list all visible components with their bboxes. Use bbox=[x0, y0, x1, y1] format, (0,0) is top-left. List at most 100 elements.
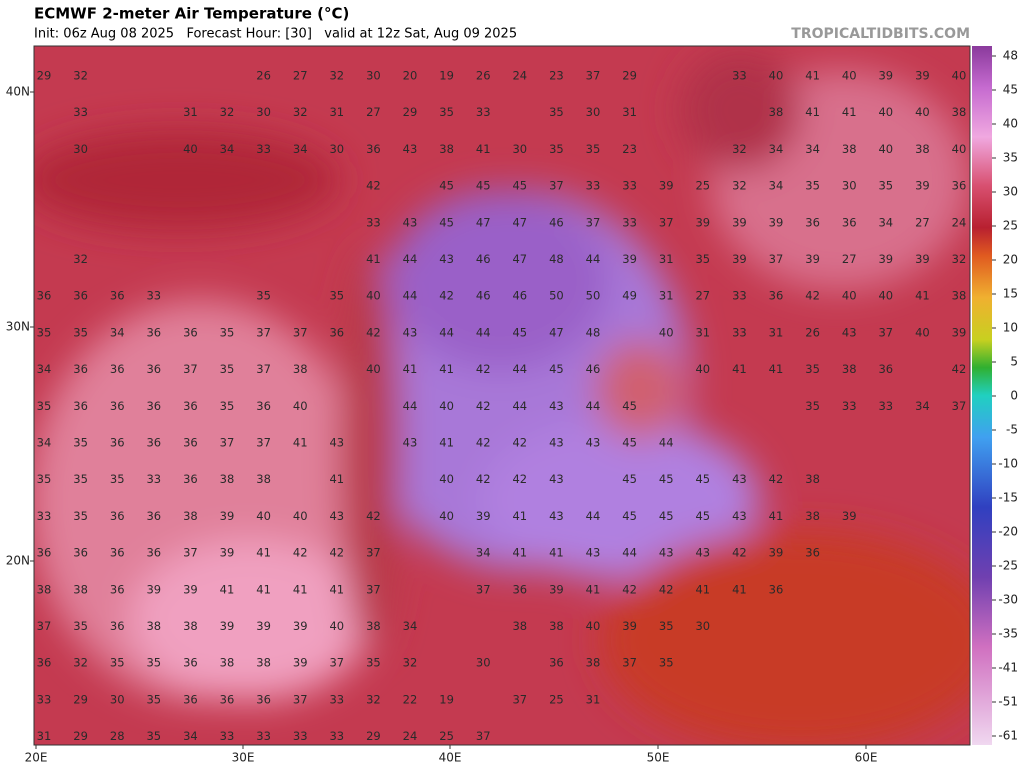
temperature-value: 46 bbox=[586, 362, 601, 376]
temperature-value: 45 bbox=[622, 509, 637, 523]
temperature-value: 38 bbox=[586, 656, 601, 670]
temperature-value: 34 bbox=[769, 179, 784, 193]
temperature-value: 43 bbox=[439, 252, 454, 266]
temperature-value: 40 bbox=[586, 619, 601, 633]
temperature-value: 35 bbox=[146, 656, 161, 670]
lat-label: 20N bbox=[6, 554, 30, 568]
temperature-value: 42 bbox=[366, 179, 381, 193]
temperature-value: 39 bbox=[952, 325, 967, 339]
temperature-value: 36 bbox=[146, 399, 161, 413]
temperature-value: 36 bbox=[37, 546, 52, 560]
temperature-value: 44 bbox=[586, 399, 601, 413]
temperature-value: 30 bbox=[256, 105, 271, 119]
temperature-value: 41 bbox=[512, 546, 527, 560]
temperature-value: 30 bbox=[695, 619, 710, 633]
temperature-value: 35 bbox=[37, 472, 52, 486]
temperature-value: 26 bbox=[256, 69, 271, 83]
temperature-value: 39 bbox=[549, 582, 564, 596]
temperature-value: 39 bbox=[183, 582, 198, 596]
temperature-value: 43 bbox=[586, 546, 601, 560]
temperature-value: 35 bbox=[73, 509, 88, 523]
temperature-value: 43 bbox=[329, 436, 344, 450]
temperature-value: 45 bbox=[622, 399, 637, 413]
temperature-value: 35 bbox=[805, 399, 820, 413]
colorbar-label: 48 bbox=[1003, 49, 1018, 63]
temperature-value: 42 bbox=[476, 472, 491, 486]
temperature-value: 36 bbox=[805, 546, 820, 560]
temperature-value: 40 bbox=[952, 69, 967, 83]
temperature-value: 44 bbox=[622, 546, 637, 560]
temperature-value: 35 bbox=[73, 325, 88, 339]
temperature-value: 44 bbox=[659, 436, 674, 450]
temperature-value: 30 bbox=[586, 105, 601, 119]
temperature-value: 46 bbox=[512, 289, 527, 303]
temperature-value: 36 bbox=[329, 325, 344, 339]
temperature-value: 36 bbox=[878, 362, 893, 376]
colorbar-label: 0 bbox=[1010, 389, 1018, 403]
temperature-value: 35 bbox=[220, 325, 235, 339]
temperature-value: 33 bbox=[256, 729, 271, 743]
temperature-value: 44 bbox=[403, 289, 418, 303]
temperature-value: 33 bbox=[256, 142, 271, 156]
temperature-value: 32 bbox=[220, 105, 235, 119]
temperature-value: 46 bbox=[549, 215, 564, 229]
temperature-value: 35 bbox=[110, 656, 125, 670]
temperature-value: 36 bbox=[110, 582, 125, 596]
temperature-value: 37 bbox=[256, 436, 271, 450]
temperature-value: 39 bbox=[220, 509, 235, 523]
temperature-value: 38 bbox=[842, 362, 857, 376]
temperature-value: 35 bbox=[549, 142, 564, 156]
temperature-value: 39 bbox=[293, 656, 308, 670]
temperature-value: 42 bbox=[512, 472, 527, 486]
temperature-value: 38 bbox=[366, 619, 381, 633]
temperature-value: 31 bbox=[659, 289, 674, 303]
temperature-value: 47 bbox=[512, 215, 527, 229]
temperature-value: 33 bbox=[622, 215, 637, 229]
credit: TROPICALTIDBITS.COM bbox=[791, 26, 970, 42]
temperature-value: 43 bbox=[732, 509, 747, 523]
temperature-value: 45 bbox=[512, 179, 527, 193]
temperature-value: 42 bbox=[805, 289, 820, 303]
temperature-value: 34 bbox=[37, 362, 52, 376]
map-field bbox=[34, 46, 970, 745]
colorbar-label: 20 bbox=[1003, 253, 1018, 267]
temperature-value: 34 bbox=[403, 619, 418, 633]
temperature-value: 36 bbox=[37, 289, 52, 303]
temperature-value: 42 bbox=[476, 399, 491, 413]
temperature-value: 39 bbox=[732, 215, 747, 229]
temperature-value: 36 bbox=[183, 325, 198, 339]
temperature-value: 40 bbox=[878, 142, 893, 156]
temperature-value: 37 bbox=[183, 362, 198, 376]
temperature-value: 40 bbox=[659, 325, 674, 339]
temperature-value: 43 bbox=[586, 436, 601, 450]
temperature-value: 38 bbox=[805, 509, 820, 523]
temperature-value: 36 bbox=[769, 289, 784, 303]
temperature-value: 41 bbox=[293, 436, 308, 450]
temperature-value: 24 bbox=[952, 215, 967, 229]
temperature-value: 32 bbox=[732, 142, 747, 156]
temperature-value: 43 bbox=[842, 325, 857, 339]
temperature-value: 43 bbox=[403, 325, 418, 339]
temperature-value: 39 bbox=[220, 546, 235, 560]
temperature-value: 38 bbox=[915, 142, 930, 156]
temperature-value: 43 bbox=[403, 142, 418, 156]
temperature-value: 39 bbox=[476, 509, 491, 523]
temperature-value: 38 bbox=[220, 656, 235, 670]
temperature-value: 19 bbox=[439, 692, 454, 706]
temperature-value: 36 bbox=[110, 619, 125, 633]
temperature-value: 37 bbox=[476, 582, 491, 596]
temperature-value: 31 bbox=[622, 105, 637, 119]
temperature-value: 41 bbox=[769, 509, 784, 523]
colorbar-label: -5 bbox=[1006, 423, 1018, 437]
temperature-value: 44 bbox=[586, 252, 601, 266]
temperature-value: 37 bbox=[769, 252, 784, 266]
temperature-value: 32 bbox=[329, 69, 344, 83]
temperature-value: 36 bbox=[110, 436, 125, 450]
temperature-value: 36 bbox=[73, 399, 88, 413]
temperature-value: 29 bbox=[37, 69, 52, 83]
temperature-value: 44 bbox=[403, 399, 418, 413]
lon-label: 20E bbox=[25, 751, 48, 765]
temperature-value: 33 bbox=[37, 509, 52, 523]
temperature-value: 36 bbox=[183, 436, 198, 450]
temperature-value: 38 bbox=[256, 656, 271, 670]
